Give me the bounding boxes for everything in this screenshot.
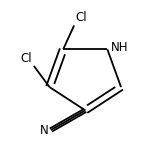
Text: Cl: Cl [76,11,87,24]
Text: NH: NH [111,41,128,54]
Text: Cl: Cl [21,52,32,65]
Text: N: N [40,124,49,137]
